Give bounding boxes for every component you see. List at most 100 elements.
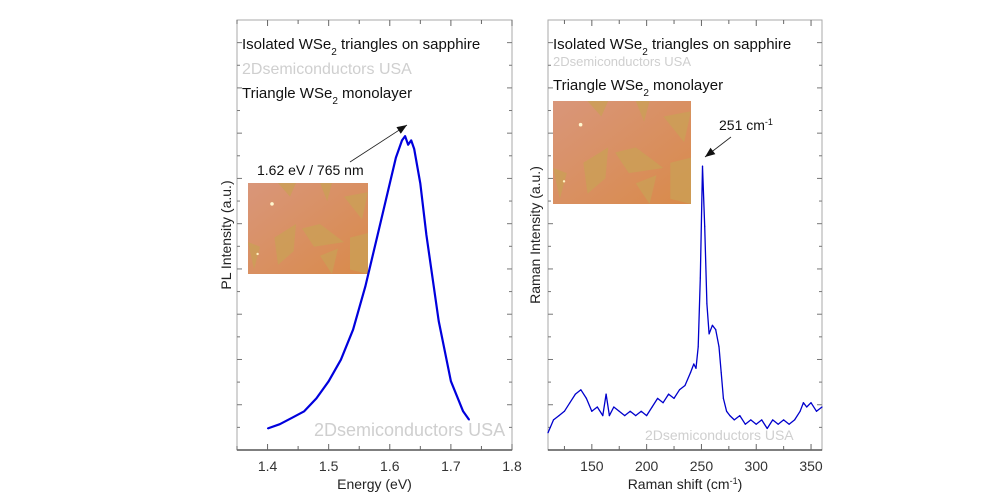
data-point [722, 397, 724, 399]
watermark-top: 2Dsemiconductors USA [553, 54, 691, 69]
data-point [662, 402, 664, 404]
inset-flake [248, 242, 260, 270]
chart-title-part: triangles on sapphire [337, 36, 480, 53]
data-point [695, 367, 697, 369]
annotation-arrow-head [705, 147, 716, 157]
watermark-bottom: 2Dsemiconductors USA [645, 427, 794, 443]
data-point [608, 415, 610, 417]
chart-subtitle: Triangle WSe2 monolayer [242, 85, 412, 107]
data-point [585, 397, 587, 399]
inset-flake [663, 111, 691, 143]
data-point [715, 329, 717, 331]
peak-annotation: 1.62 eV / 765 nm [257, 162, 364, 178]
chart-title-part: Isolated WSe [242, 36, 331, 53]
chart-title: Isolated WSe2 triangles on sapphire [242, 36, 480, 58]
data-point [328, 380, 330, 382]
data-point [303, 410, 305, 412]
data-point [739, 415, 741, 417]
inset-flake [635, 101, 650, 122]
data-point [802, 402, 804, 404]
x-axis-label: Energy (eV) [337, 476, 412, 492]
x-tick-label: 300 [745, 458, 769, 474]
data-point [462, 410, 464, 412]
data-point [395, 157, 397, 159]
inset-flake [553, 167, 567, 199]
data-point [821, 406, 823, 408]
data-point [364, 286, 366, 288]
data-point [574, 393, 577, 395]
data-point [711, 324, 714, 326]
peak-annotation-part: -1 [765, 117, 773, 127]
x-tick-label: 1.7 [441, 458, 461, 474]
data-point [726, 410, 728, 412]
data-point [697, 346, 699, 348]
series-line-pl-spectrum [267, 135, 471, 430]
data-point [704, 225, 706, 227]
x-tick-label: 1.5 [319, 458, 339, 474]
inset-flake [344, 192, 368, 220]
data-point [376, 234, 379, 236]
data-point [815, 410, 818, 412]
data-point [720, 372, 722, 374]
x-tick-label: 1.4 [258, 458, 278, 474]
peak-annotation: 251 cm-1 [719, 117, 773, 133]
y-axis-label: PL Intensity (a.u.) [218, 180, 234, 289]
data-point [450, 380, 452, 382]
data-point [563, 410, 566, 412]
chart-subtitle-part: Triangle WSe [242, 85, 332, 102]
data-point [701, 165, 704, 167]
data-point [340, 359, 342, 361]
data-point [761, 419, 763, 421]
data-point [266, 427, 269, 430]
inset-flake [302, 223, 344, 247]
series-line-raman-spectrum [547, 165, 823, 434]
data-point [806, 406, 808, 408]
data-point [547, 432, 549, 434]
data-point [352, 329, 354, 331]
data-point [315, 397, 318, 399]
inset-flake [350, 233, 368, 274]
data-point [438, 320, 440, 322]
chart-subtitle-part: Triangle WSe [553, 77, 643, 94]
chart-title-part: triangles on sapphire [648, 36, 791, 53]
data-point [624, 415, 626, 417]
chart-subtitle-part: 2 [332, 96, 338, 107]
data-point [766, 427, 768, 430]
chart-subtitle-part: monolayer [338, 85, 412, 102]
inset-particle [562, 180, 566, 183]
data-point [667, 393, 670, 395]
watermark-bottom: 2Dsemiconductors USA [314, 420, 505, 440]
data-point [750, 419, 752, 421]
data-point [410, 139, 412, 141]
chart-title-part: 2 [331, 47, 337, 58]
data-point [651, 406, 653, 408]
x-tick-label: 200 [635, 458, 659, 474]
data-point [733, 419, 735, 421]
x-tick-label: 1.8 [502, 458, 522, 474]
data-point [744, 423, 746, 425]
data-point [591, 410, 593, 412]
inset-flake [615, 147, 664, 174]
data-point [569, 402, 571, 404]
chart-subtitle-part: 2 [643, 88, 649, 99]
data-point [777, 423, 779, 425]
chart-subtitle-part: monolayer [649, 77, 723, 94]
data-point [684, 384, 686, 387]
data-point [799, 410, 801, 412]
data-point [580, 389, 582, 391]
inset-particle [578, 122, 583, 127]
data-point [605, 393, 607, 395]
data-point [708, 333, 710, 335]
inset-flake [583, 147, 609, 194]
data-point [699, 277, 701, 279]
y-axis-label: Raman Intensity (a.u.) [527, 166, 543, 304]
data-point [602, 415, 604, 417]
watermark-top: 2Dsemiconductors USA [242, 61, 412, 78]
data-point [613, 406, 615, 408]
data-point [389, 182, 391, 184]
x-axis-label-part: -1 [730, 476, 738, 486]
data-point [279, 423, 281, 425]
chart-title-part: 2 [642, 47, 648, 58]
data-point [794, 419, 796, 421]
inset-micrograph [553, 101, 691, 204]
